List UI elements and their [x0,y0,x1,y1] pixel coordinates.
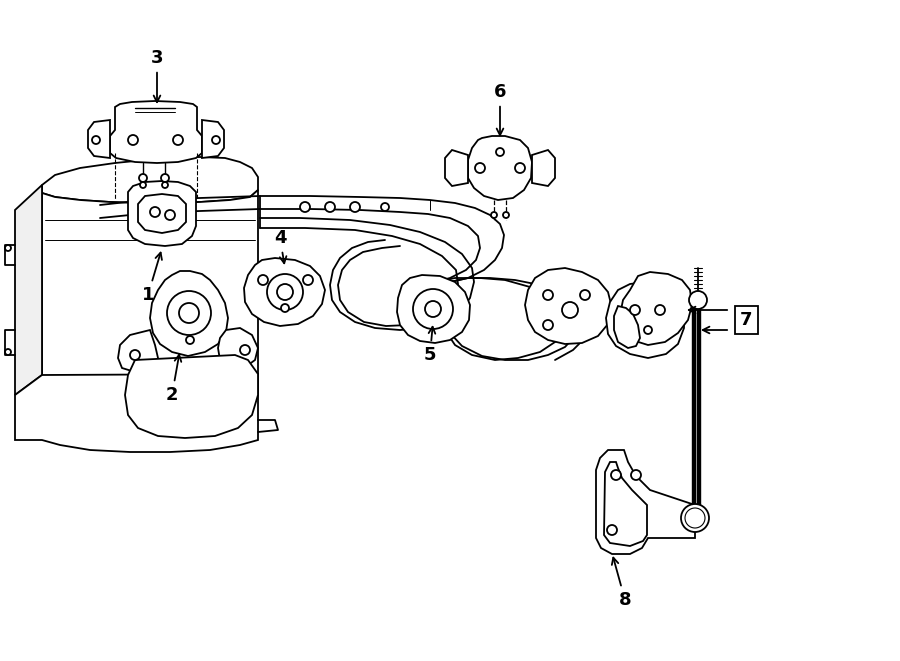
Polygon shape [606,282,684,358]
Circle shape [631,470,641,480]
Polygon shape [110,101,202,163]
Text: 8: 8 [612,558,631,609]
Circle shape [630,305,640,315]
Polygon shape [532,150,555,186]
Circle shape [543,320,553,330]
Circle shape [689,512,701,524]
Circle shape [267,274,303,310]
Circle shape [173,135,183,145]
Polygon shape [128,181,196,246]
Circle shape [580,290,590,300]
Polygon shape [15,185,42,395]
Text: 3: 3 [151,49,163,102]
Polygon shape [244,258,325,326]
Circle shape [685,508,705,528]
Circle shape [503,212,509,218]
Polygon shape [42,190,258,400]
Text: 4: 4 [274,229,286,263]
Polygon shape [445,150,468,186]
Circle shape [167,291,211,335]
Text: 5: 5 [424,327,436,364]
Polygon shape [118,330,158,372]
Circle shape [162,182,168,188]
Circle shape [128,135,138,145]
Circle shape [277,284,293,300]
Circle shape [475,163,485,173]
Polygon shape [397,275,470,343]
Polygon shape [150,271,228,356]
Circle shape [212,136,220,144]
Polygon shape [468,136,532,200]
Circle shape [130,350,140,360]
Circle shape [425,301,441,317]
Circle shape [562,302,578,318]
Circle shape [92,136,100,144]
Circle shape [161,174,169,182]
Circle shape [689,291,707,309]
Circle shape [240,345,250,355]
Circle shape [281,304,289,312]
Circle shape [681,504,709,532]
Circle shape [179,303,199,323]
Polygon shape [596,450,695,554]
Polygon shape [604,462,647,546]
Polygon shape [125,355,258,438]
Polygon shape [138,194,186,233]
Circle shape [5,349,11,355]
Circle shape [165,210,175,220]
Polygon shape [614,306,640,348]
Text: 2: 2 [166,355,181,404]
Circle shape [607,525,617,535]
Circle shape [150,207,160,217]
Text: 6: 6 [494,83,506,136]
Circle shape [413,289,453,329]
Circle shape [325,202,335,212]
Text: 7: 7 [740,311,752,329]
Polygon shape [218,328,258,368]
Polygon shape [525,268,612,344]
Circle shape [644,326,652,334]
Circle shape [300,202,310,212]
Polygon shape [620,272,692,345]
Circle shape [350,202,360,212]
Circle shape [140,182,146,188]
Circle shape [515,163,525,173]
Polygon shape [202,120,224,158]
Polygon shape [42,157,258,203]
Circle shape [543,290,553,300]
Circle shape [655,305,665,315]
Circle shape [491,212,497,218]
Circle shape [496,148,504,156]
Circle shape [258,275,268,285]
Polygon shape [88,120,110,158]
Circle shape [5,245,11,251]
Circle shape [186,336,194,344]
Circle shape [381,203,389,211]
Polygon shape [15,374,258,452]
Circle shape [611,470,621,480]
Circle shape [139,174,147,182]
Circle shape [303,275,313,285]
Text: 1: 1 [142,253,162,304]
